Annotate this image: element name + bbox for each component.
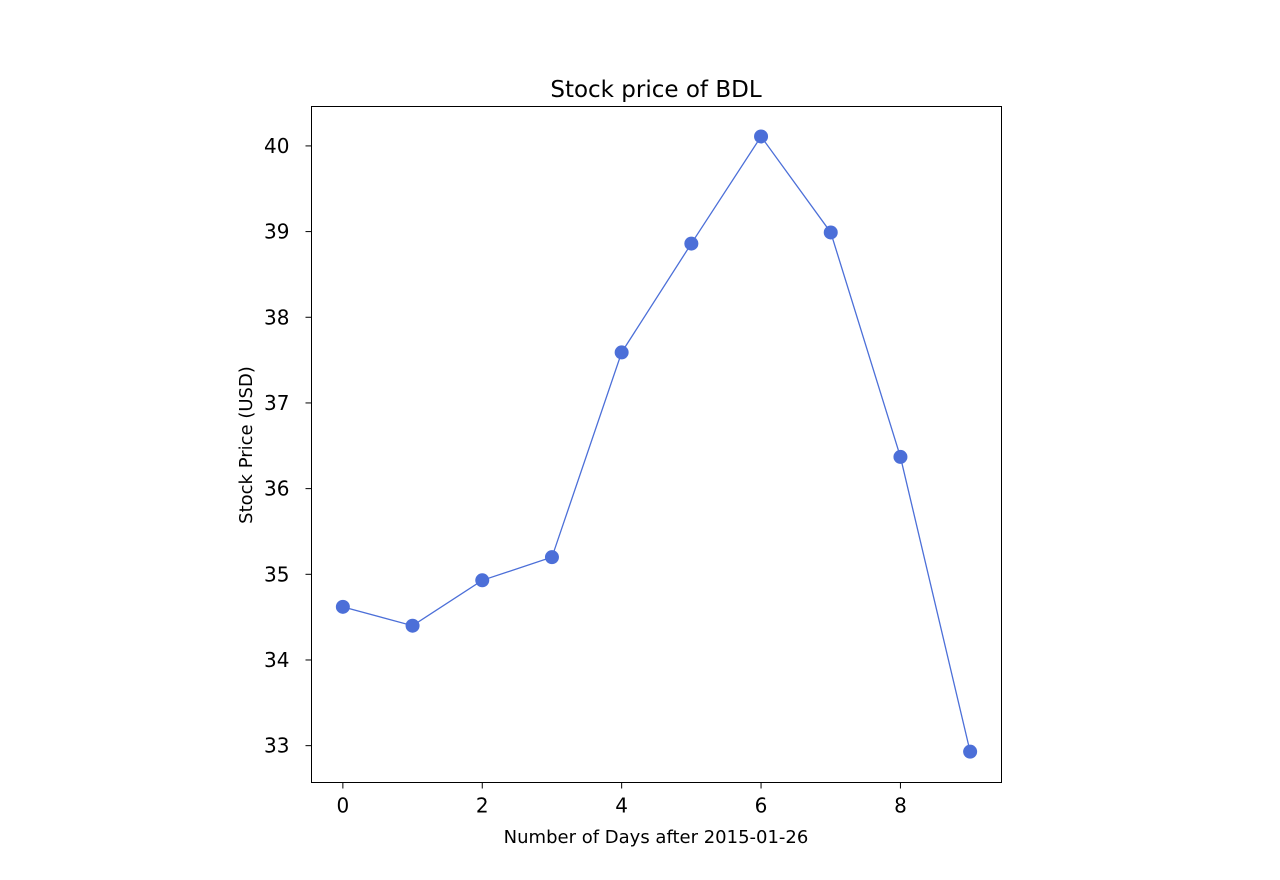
series-line (342, 135, 971, 752)
y-tick-label: 33 (264, 734, 289, 758)
x-tick-label: 6 (755, 794, 768, 818)
data-point (335, 599, 350, 614)
data-point (405, 618, 420, 633)
chart-title: Stock price of BDL (550, 77, 761, 103)
x-tick-label: 2 (476, 794, 489, 818)
y-tick-label: 34 (264, 648, 289, 672)
x-tick-label: 0 (336, 794, 349, 818)
plot-frame (311, 106, 1002, 783)
y-tick-label: 40 (264, 134, 289, 158)
series-layer (335, 129, 978, 759)
y-tick-label: 35 (264, 562, 289, 586)
x-tick-label: 4 (615, 794, 628, 818)
y-tick-label: 39 (264, 220, 289, 244)
data-point (544, 550, 559, 565)
data-point (754, 129, 769, 144)
y-tick-label: 36 (264, 477, 289, 501)
data-point (475, 573, 490, 588)
data-point (893, 449, 908, 464)
x-tick-label: 8 (894, 794, 907, 818)
x-axis-ticks: 0 2 4 6 8 (336, 782, 907, 818)
data-point (823, 225, 838, 240)
y-axis-ticks: 33 34 35 36 37 38 39 40 (264, 134, 312, 758)
y-tick-label: 38 (264, 305, 289, 329)
y-tick-label: 37 (264, 391, 289, 415)
y-axis-label: Stock Price (USD) (236, 366, 257, 524)
data-point (684, 236, 699, 251)
x-axis-label: Number of Days after 2015-01-26 (504, 827, 809, 848)
data-point (963, 744, 978, 759)
data-point (614, 345, 629, 360)
